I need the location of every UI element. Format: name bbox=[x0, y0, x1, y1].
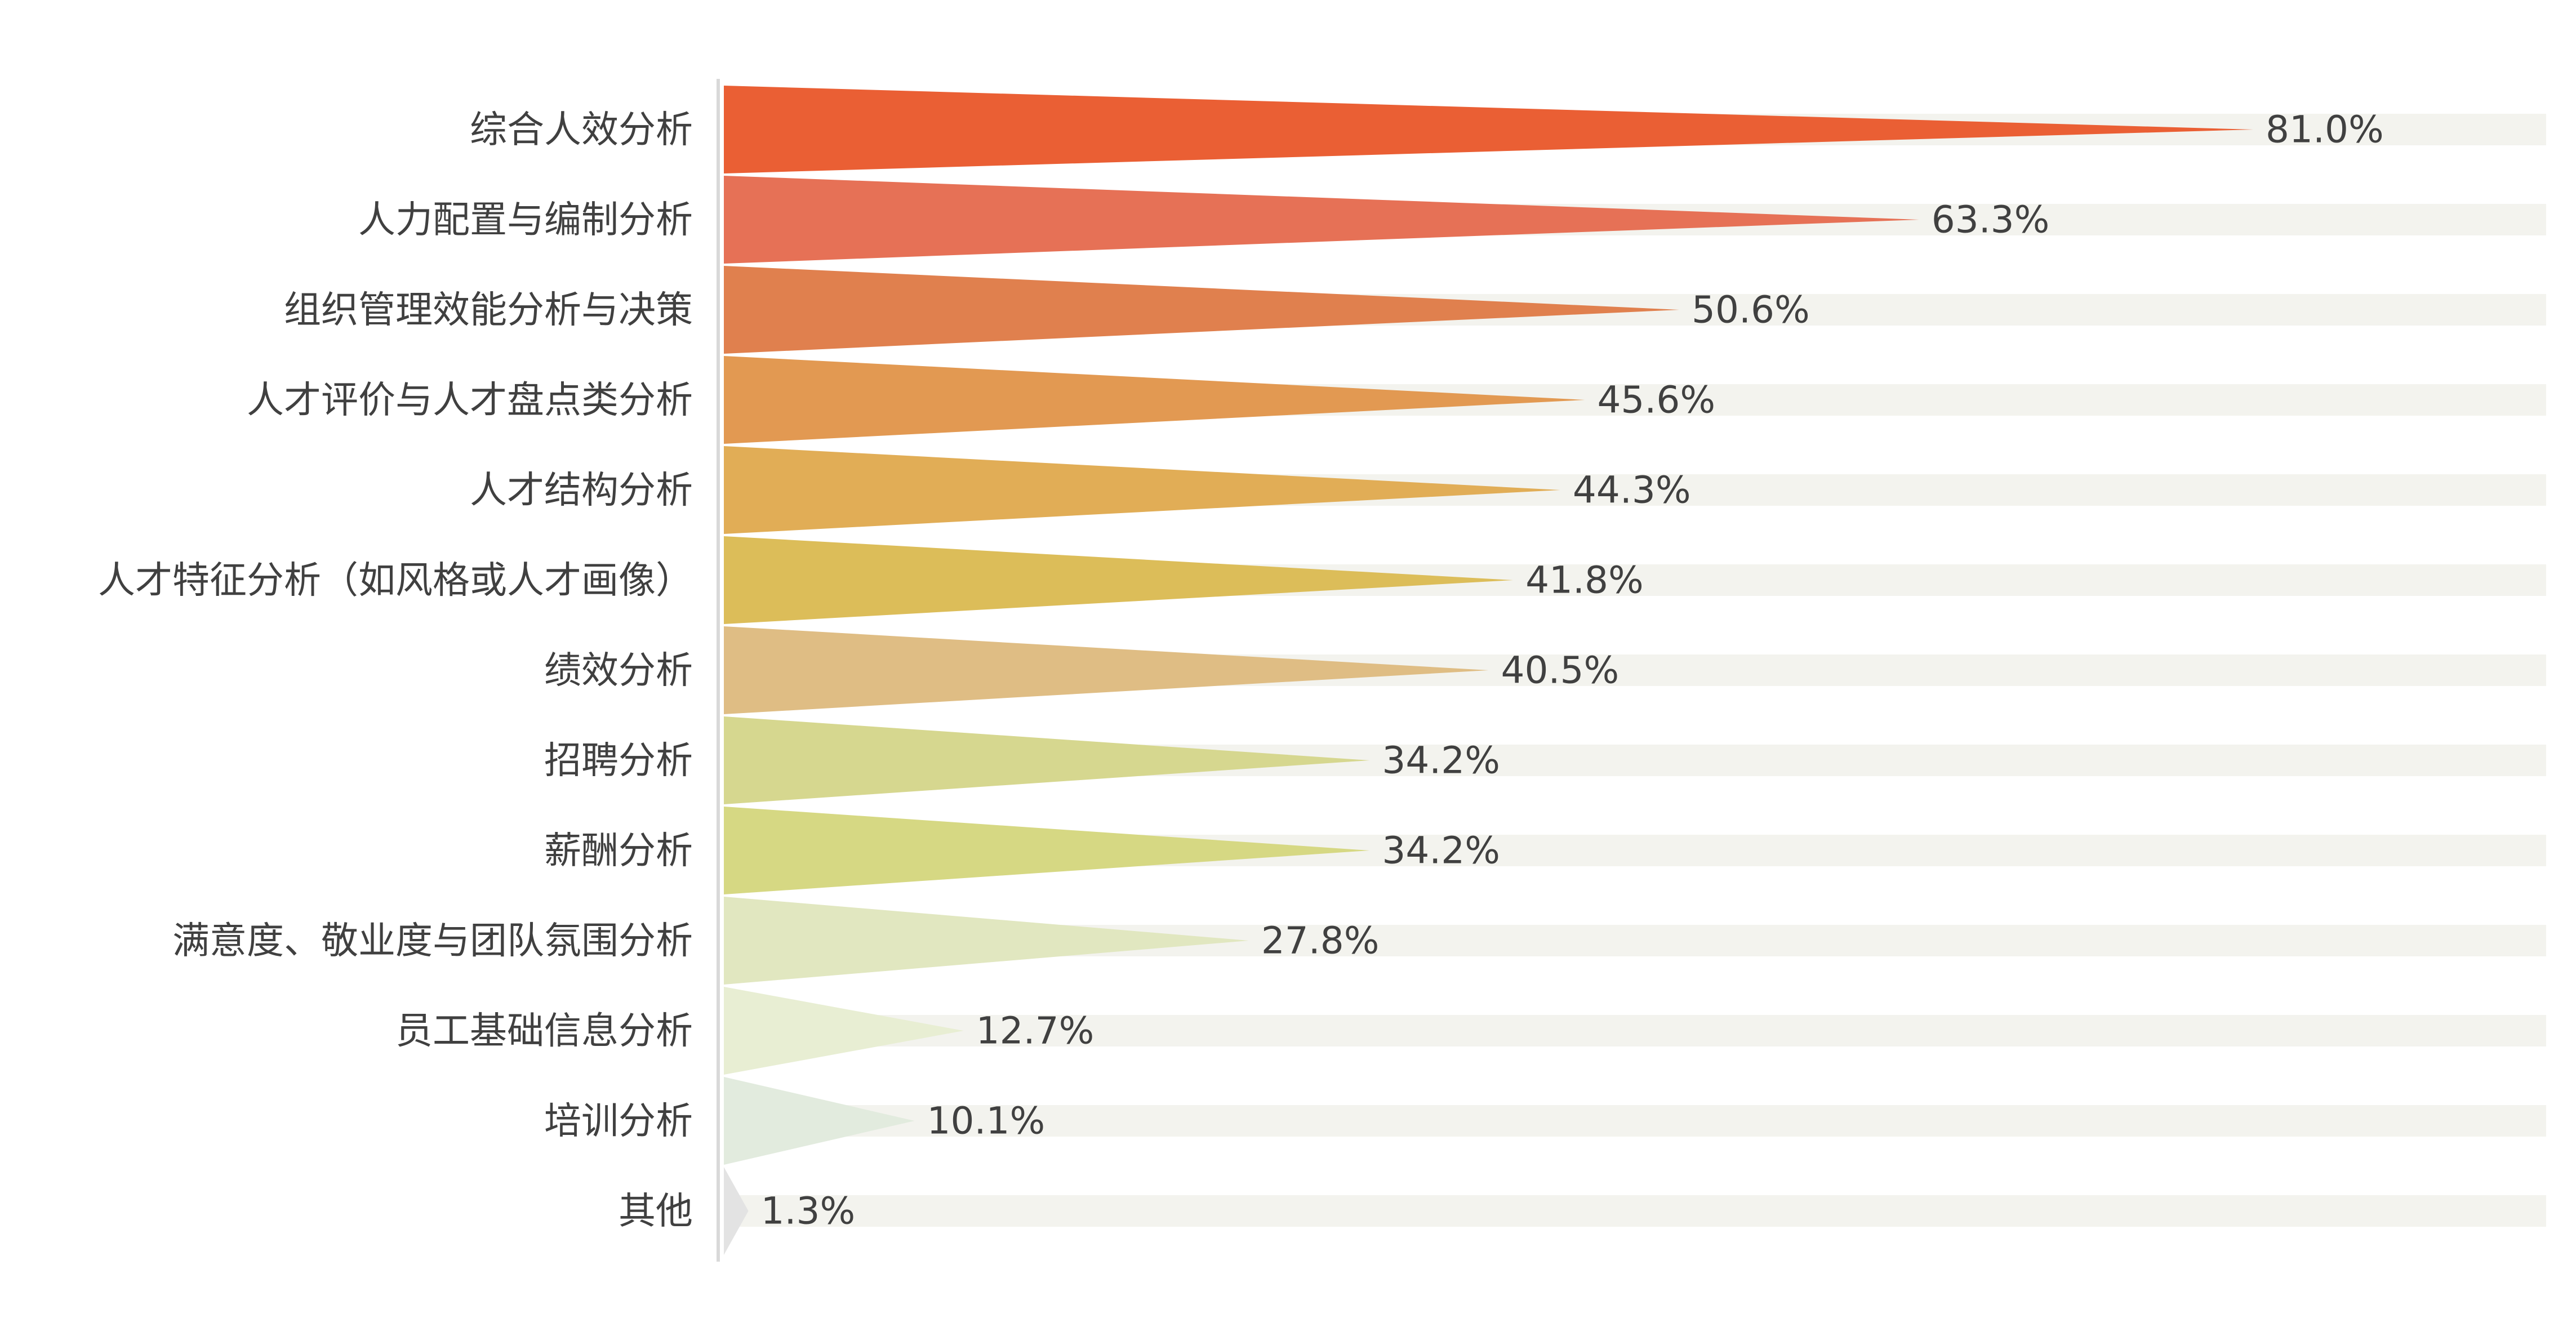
category-label-7: 招聘分析 bbox=[544, 739, 693, 782]
bar-mark-12 bbox=[724, 1167, 749, 1255]
value-label-4: 44.3% bbox=[1573, 469, 1691, 512]
category-label-12: 其他 bbox=[619, 1190, 693, 1233]
bar-mark-10 bbox=[724, 987, 964, 1075]
category-label-1: 人力配置与编制分析 bbox=[358, 198, 693, 242]
bar-mark-8 bbox=[724, 807, 1370, 894]
value-label-12: 1.3% bbox=[761, 1190, 856, 1233]
track-10 bbox=[724, 1015, 2546, 1046]
bar-mark-11 bbox=[724, 1077, 915, 1165]
value-label-3: 45.6% bbox=[1597, 378, 1715, 422]
bar-mark-0 bbox=[724, 86, 2253, 173]
category-label-6: 绩效分析 bbox=[544, 649, 693, 692]
value-labels: 81.0% 63.3% 50.6% 45.6% 44.3% 41.8% 40.5% 34.2%… bbox=[761, 108, 2384, 1233]
value-label-11: 10.1% bbox=[927, 1099, 1045, 1143]
bar-mark-3 bbox=[724, 356, 1585, 444]
category-label-10: 员工基础信息分析 bbox=[395, 1009, 693, 1053]
track-12 bbox=[724, 1195, 2546, 1227]
triangle-marks bbox=[724, 86, 2253, 1255]
category-label-9: 满意度、敬业度与团队氛围分析 bbox=[172, 919, 693, 963]
bar-mark-7 bbox=[724, 716, 1370, 804]
category-label-4: 人才结构分析 bbox=[470, 469, 693, 512]
category-label-0: 综合人效分析 bbox=[470, 108, 693, 152]
value-label-7: 34.2% bbox=[1382, 739, 1500, 782]
category-label-3: 人才评价与人才盘点类分析 bbox=[247, 378, 693, 422]
value-label-0: 81.0% bbox=[2266, 108, 2384, 152]
bar-mark-6 bbox=[724, 626, 1489, 714]
value-label-8: 34.2% bbox=[1382, 829, 1500, 872]
category-label-11: 培训分析 bbox=[544, 1099, 693, 1143]
bar-mark-1 bbox=[724, 176, 1919, 264]
value-label-9: 27.8% bbox=[1261, 919, 1380, 963]
category-labels: 综合人效分析人力配置与编制分析组织管理效能分析与决策人才评价与人才盘点类分析人才… bbox=[98, 108, 693, 1233]
category-label-8: 薪酬分析 bbox=[544, 829, 693, 872]
bar-mark-2 bbox=[724, 266, 1680, 354]
value-label-5: 41.8% bbox=[1525, 559, 1644, 602]
track-11 bbox=[724, 1105, 2546, 1137]
category-label-5: 人才特征分析（如风格或人才画像） bbox=[98, 559, 693, 602]
bar-mark-5 bbox=[724, 536, 1514, 624]
value-label-10: 12.7% bbox=[976, 1009, 1095, 1053]
value-label-1: 63.3% bbox=[1932, 198, 2050, 242]
value-label-6: 40.5% bbox=[1501, 649, 1620, 692]
value-label-2: 50.6% bbox=[1692, 288, 1810, 332]
category-label-2: 组织管理效能分析与决策 bbox=[284, 288, 693, 332]
bar-mark-9 bbox=[724, 897, 1249, 985]
bar-mark-4 bbox=[724, 446, 1560, 534]
